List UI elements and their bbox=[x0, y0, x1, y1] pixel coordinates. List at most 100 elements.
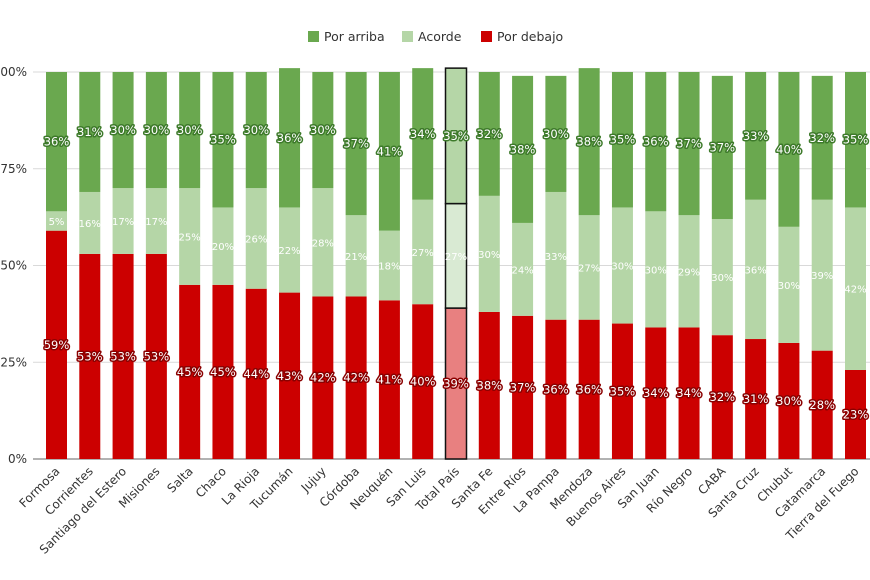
data-label: 45% bbox=[177, 365, 203, 379]
bar-segment bbox=[611, 323, 633, 459]
bar-segment bbox=[478, 311, 500, 459]
data-label: 16% bbox=[79, 219, 101, 230]
data-label: 44% bbox=[243, 367, 269, 381]
data-label: 30% bbox=[778, 281, 800, 292]
data-label: 30% bbox=[611, 262, 633, 273]
data-label: 42% bbox=[844, 285, 866, 296]
data-label: 22% bbox=[278, 246, 300, 257]
legend-swatch bbox=[402, 31, 413, 42]
bar-segment bbox=[645, 327, 667, 459]
bar-segment bbox=[279, 292, 301, 459]
data-label: 29% bbox=[678, 267, 700, 278]
bar-segment bbox=[312, 72, 334, 189]
data-label: 38% bbox=[576, 135, 602, 149]
legend-swatch bbox=[481, 31, 492, 42]
y-tick-label: 0% bbox=[8, 452, 27, 466]
bar-segment bbox=[179, 188, 201, 285]
data-label: 36% bbox=[643, 135, 669, 149]
data-label: 21% bbox=[345, 252, 367, 263]
data-label: 37% bbox=[710, 140, 736, 154]
bar-segment bbox=[79, 253, 101, 459]
data-label: 17% bbox=[145, 217, 167, 228]
bar-segment bbox=[345, 296, 367, 459]
bar-segment bbox=[545, 75, 567, 192]
bar-segment bbox=[412, 68, 434, 200]
y-tick-label: 100% bbox=[0, 65, 27, 79]
data-label: 30% bbox=[711, 273, 733, 284]
bar-segment bbox=[412, 304, 434, 459]
bar-segment bbox=[678, 215, 700, 328]
data-label: 36% bbox=[543, 382, 569, 396]
y-tick-label: 50% bbox=[0, 259, 27, 273]
x-tick-label: Salta bbox=[164, 464, 195, 495]
data-label: 30% bbox=[110, 123, 136, 137]
data-label: 42% bbox=[310, 371, 336, 385]
legend-label: Por debajo bbox=[497, 29, 563, 44]
bar-segment bbox=[212, 284, 234, 459]
bar-segment bbox=[279, 68, 301, 208]
bar-segment bbox=[611, 72, 633, 208]
data-label: 25% bbox=[179, 232, 201, 243]
data-label: 30% bbox=[144, 123, 170, 137]
data-label: 35% bbox=[843, 133, 869, 147]
bar-segment bbox=[46, 230, 67, 459]
bar-segment bbox=[811, 75, 833, 200]
data-label: 53% bbox=[77, 349, 103, 363]
data-label: 30% bbox=[478, 250, 500, 261]
data-label: 24% bbox=[511, 265, 533, 276]
bar-segment bbox=[312, 296, 334, 459]
data-label: 39% bbox=[443, 377, 469, 391]
data-label: 43% bbox=[277, 369, 303, 383]
data-label: 40% bbox=[776, 142, 802, 156]
bar-segment bbox=[778, 342, 800, 459]
data-label: 5% bbox=[49, 217, 65, 228]
bar-segment bbox=[179, 72, 201, 189]
bar-segment bbox=[112, 253, 134, 459]
bar-segment bbox=[845, 207, 866, 370]
bar-segment bbox=[711, 219, 733, 336]
data-label: 34% bbox=[410, 127, 436, 141]
data-label: 41% bbox=[377, 373, 403, 387]
bar-segment bbox=[745, 199, 767, 340]
bar-segment bbox=[345, 72, 367, 216]
y-tick-label: 75% bbox=[0, 162, 27, 176]
data-label: 36% bbox=[277, 131, 303, 145]
bar-segment bbox=[845, 72, 866, 208]
bar-segment bbox=[512, 222, 534, 316]
bar-segment bbox=[578, 215, 600, 320]
bar-segment bbox=[179, 284, 201, 459]
data-label: 30% bbox=[177, 123, 203, 137]
bar-segment bbox=[578, 68, 600, 216]
data-label: 38% bbox=[477, 378, 503, 392]
data-label: 31% bbox=[743, 392, 769, 406]
bar-segment bbox=[378, 72, 400, 231]
data-label: 18% bbox=[378, 262, 400, 273]
bar-segment bbox=[578, 319, 600, 459]
bar-segment bbox=[79, 191, 101, 254]
bar-segment bbox=[112, 72, 134, 189]
bar-segment bbox=[512, 75, 534, 223]
data-label: 30% bbox=[243, 123, 269, 137]
bar-segment bbox=[845, 369, 866, 459]
bar-segment bbox=[745, 339, 767, 459]
data-label: 30% bbox=[776, 394, 802, 408]
bar-segment bbox=[112, 188, 134, 254]
data-label: 35% bbox=[610, 384, 636, 398]
data-label: 34% bbox=[643, 386, 669, 400]
data-label: 37% bbox=[510, 380, 536, 394]
data-label: 37% bbox=[343, 137, 369, 151]
data-label: 45% bbox=[210, 365, 236, 379]
bar-segment bbox=[145, 253, 167, 459]
data-label: 59% bbox=[44, 338, 70, 352]
data-label: 37% bbox=[676, 137, 702, 151]
bar-segment bbox=[545, 319, 567, 459]
bar-segment bbox=[212, 72, 234, 208]
bar-segment bbox=[46, 72, 67, 212]
bar-segment bbox=[645, 211, 667, 328]
data-label: 35% bbox=[210, 133, 236, 147]
bar-segment bbox=[212, 207, 234, 285]
bar-segment bbox=[312, 188, 334, 297]
data-label: 30% bbox=[645, 265, 667, 276]
bar-segment bbox=[545, 191, 567, 320]
bar-segment bbox=[645, 72, 667, 212]
